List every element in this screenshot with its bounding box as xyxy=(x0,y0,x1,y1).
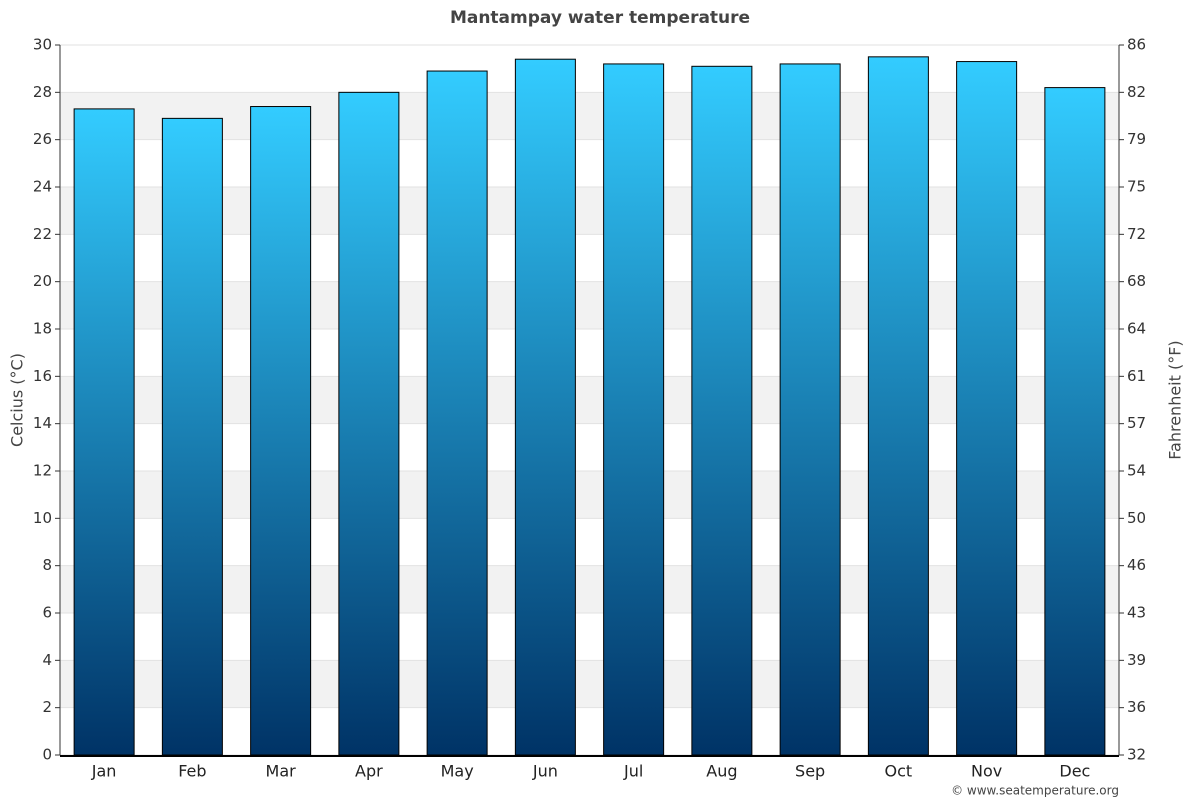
x-tick-label: Jul xyxy=(623,762,643,781)
y-tick-label: 16 xyxy=(33,367,52,385)
y-tick-label: 18 xyxy=(33,320,52,338)
x-tick-label: Nov xyxy=(971,762,1002,781)
x-tick-label: Oct xyxy=(885,762,913,781)
y-tick-label: 26 xyxy=(33,130,52,148)
x-tick-label: Jan xyxy=(91,762,117,781)
y-tick-label: 14 xyxy=(33,414,52,432)
bar xyxy=(691,65,753,756)
y2-tick-label: 72 xyxy=(1127,225,1146,243)
y2-tick-label: 57 xyxy=(1127,414,1146,432)
x-tick-label: Feb xyxy=(178,762,206,781)
y-tick-label: 12 xyxy=(33,462,52,480)
x-tick-label: Jun xyxy=(532,762,558,781)
y2-tick-label: 43 xyxy=(1127,604,1146,622)
x-tick-label: Dec xyxy=(1059,762,1090,781)
y2-tick-label: 54 xyxy=(1127,462,1146,480)
y-axis-title: Celcius (°C) xyxy=(8,353,27,447)
y-tick-label: 22 xyxy=(33,225,52,243)
y-tick-label: 20 xyxy=(33,272,52,290)
grid-band xyxy=(60,281,1119,329)
x-tick-label: May xyxy=(441,762,474,781)
y-tick-label: 10 xyxy=(33,509,52,527)
y-tick-label: 2 xyxy=(42,698,52,716)
grid-band xyxy=(60,187,1119,235)
y2-tick-label: 39 xyxy=(1127,651,1146,669)
bar xyxy=(603,63,665,756)
y2-tick-label: 79 xyxy=(1127,130,1146,148)
bar xyxy=(338,91,400,756)
credit: © www.seatemperature.org xyxy=(951,784,1119,798)
y2-tick-label: 86 xyxy=(1127,36,1146,54)
x-tick-label: Mar xyxy=(266,762,297,781)
grid-band xyxy=(60,565,1119,613)
y-tick-label: 4 xyxy=(42,651,52,669)
bar xyxy=(867,56,929,756)
y2-tick-label: 75 xyxy=(1127,178,1146,196)
y2-tick-label: 46 xyxy=(1127,556,1146,574)
y2-tick-label: 82 xyxy=(1127,83,1146,101)
y2-axis-title: Fahrenheit (°F) xyxy=(1166,340,1185,459)
bar xyxy=(779,63,841,756)
y-tick-label: 28 xyxy=(33,83,52,101)
grid-band xyxy=(60,92,1119,140)
y2-tick-label: 32 xyxy=(1127,746,1146,764)
y-tick-label: 30 xyxy=(33,36,52,54)
bar xyxy=(250,106,312,756)
y2-tick-label: 36 xyxy=(1127,698,1146,716)
grid-band xyxy=(60,471,1119,519)
bar xyxy=(426,70,488,756)
bar xyxy=(1044,87,1106,756)
bar xyxy=(161,117,223,756)
y-tick-label: 6 xyxy=(42,604,52,622)
x-tick-label: Sep xyxy=(795,762,825,781)
x-tick-label: Apr xyxy=(355,762,383,781)
y2-tick-label: 61 xyxy=(1127,367,1146,385)
bar xyxy=(73,108,135,756)
y2-tick-label: 50 xyxy=(1127,509,1146,527)
y-tick-label: 0 xyxy=(42,746,52,764)
grid-band xyxy=(60,376,1119,424)
bar xyxy=(514,58,576,756)
y2-tick-label: 64 xyxy=(1127,320,1146,338)
chart-title: Mantampay water temperature xyxy=(450,8,750,28)
bar xyxy=(956,61,1018,756)
y-tick-label: 24 xyxy=(33,178,52,196)
y-tick-label: 8 xyxy=(42,556,52,574)
grid-band xyxy=(60,660,1119,708)
x-tick-label: Aug xyxy=(706,762,737,781)
y2-tick-label: 68 xyxy=(1127,272,1146,290)
